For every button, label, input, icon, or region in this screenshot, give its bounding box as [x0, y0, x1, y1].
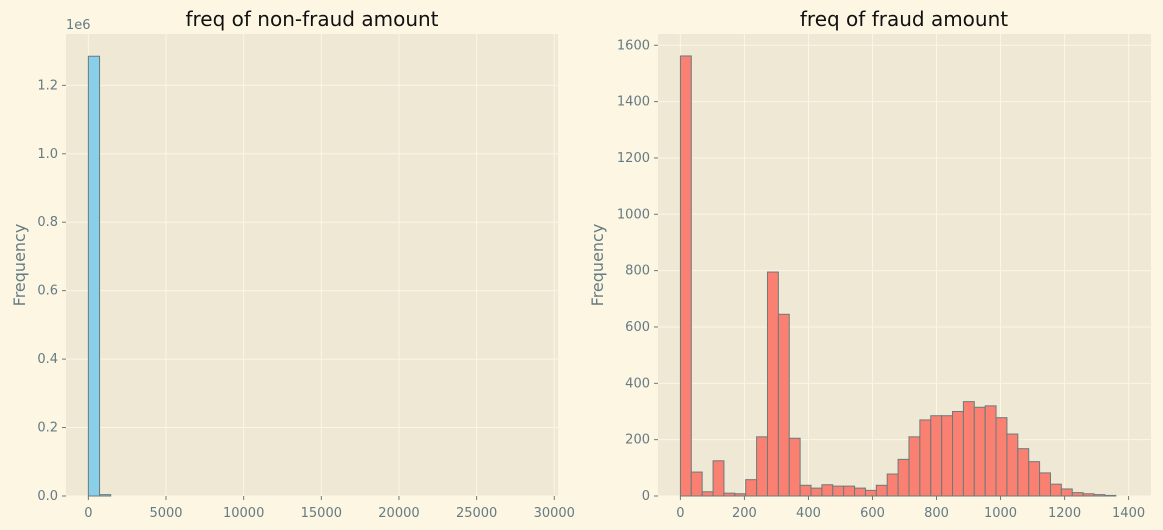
x-tick-label: 5000 — [149, 506, 182, 521]
histogram-bar — [679, 55, 692, 497]
histogram-bar — [854, 487, 866, 497]
histogram-bar — [1093, 494, 1106, 497]
y-axis-label: Frequency — [10, 224, 29, 307]
y-tick-label: 1.0 — [37, 147, 58, 162]
x-ticks: 0 5000 10000 15000 20000 25000 30000 — [84, 496, 575, 521]
histogram-bar — [690, 471, 703, 497]
x-tick-label: 600 — [860, 506, 885, 521]
histogram-bar — [875, 484, 888, 497]
y-ticks: 0 200 400 600 800 1000 1200 1400 1600 — [617, 38, 658, 504]
y-offset-label: 1e6 — [66, 18, 91, 33]
histogram-bar — [1039, 472, 1051, 497]
histogram-bar — [843, 485, 856, 497]
x-tick-label: 400 — [796, 506, 821, 521]
x-tick-label: 30000 — [534, 506, 575, 521]
y-ticks: 0.0 0.2 0.4 0.6 0.8 1.0 1.2 — [37, 78, 66, 504]
histogram-bar — [712, 460, 725, 497]
chart-title: freq of non-fraud amount — [185, 7, 438, 31]
y-tick-label: 600 — [625, 320, 650, 335]
y-tick-label: 0.2 — [37, 421, 58, 436]
y-tick-label: 0.8 — [37, 215, 58, 230]
y-tick-label: 1400 — [617, 95, 650, 110]
x-tick-label: 10000 — [223, 506, 264, 521]
histogram-bar — [962, 401, 975, 497]
grid — [658, 34, 1151, 497]
grid — [66, 34, 558, 497]
y-tick-label: 800 — [625, 264, 650, 279]
y-tick-label: 1600 — [617, 38, 650, 53]
y-tick-label: 1.2 — [37, 78, 58, 93]
y-tick-label: 200 — [625, 433, 650, 448]
histogram-bar — [930, 415, 943, 497]
x-tick-label: 25000 — [456, 506, 497, 521]
histogram-bar — [1049, 483, 1062, 497]
histogram-bar — [897, 458, 910, 497]
y-tick-label: 400 — [625, 376, 650, 391]
histogram-bar — [1017, 448, 1030, 497]
plot-area — [66, 34, 558, 496]
y-tick-label: 1200 — [617, 151, 650, 166]
x-tick-label: 20000 — [378, 506, 419, 521]
histogram-bar — [723, 492, 736, 497]
histogram-bar — [952, 410, 964, 497]
histogram-bar — [1104, 494, 1117, 497]
histogram-bar — [1060, 488, 1073, 497]
histogram-bar — [886, 473, 899, 497]
histogram-bar — [1071, 492, 1084, 497]
histogram-bar — [941, 415, 954, 497]
x-ticks: 0 200 400 600 800 1000 1200 1400 — [676, 496, 1145, 521]
chart-title: freq of fraud amount — [800, 7, 1008, 31]
y-tick-label: 0.4 — [37, 352, 58, 367]
x-tick-label: 800 — [924, 506, 949, 521]
x-tick-label: 1400 — [1112, 506, 1145, 521]
x-tick-label: 0 — [676, 506, 684, 521]
histogram-bar — [701, 491, 714, 497]
y-tick-label: 1000 — [617, 207, 650, 222]
histogram-bar — [810, 487, 823, 497]
histogram-bar — [788, 437, 801, 497]
histogram-bar — [1006, 433, 1019, 497]
histogram-bar — [734, 493, 747, 497]
histogram-bar — [745, 479, 758, 497]
x-tick-label: 200 — [732, 506, 757, 521]
histogram-bar — [919, 419, 932, 497]
x-tick-label: 1000 — [984, 506, 1017, 521]
bars — [679, 55, 1117, 497]
histogram-bar — [99, 494, 112, 497]
histogram-bar — [984, 405, 997, 497]
histogram-bar — [1028, 461, 1041, 497]
nonfraud-histogram: 0 5000 10000 15000 20000 25000 30000 0.0 0.2 0.4… — [10, 7, 575, 521]
histogram-bar — [756, 436, 768, 497]
histogram-bar — [908, 436, 921, 497]
x-tick-label: 15000 — [301, 506, 342, 521]
histogram-bar — [832, 485, 845, 497]
histogram-bar — [799, 484, 812, 497]
histogram-bar — [864, 489, 877, 497]
histogram-bar — [777, 313, 790, 497]
y-axis-label: Frequency — [588, 224, 607, 307]
histogram-bar — [821, 484, 834, 497]
y-tick-label: 0 — [642, 489, 650, 504]
fraud-histogram: 0 200 400 600 800 1000 1200 1400 0 200 400 600 800 1… — [588, 7, 1151, 521]
y-tick-label: 0.0 — [37, 489, 58, 504]
histogram-bar — [766, 271, 779, 497]
histogram-bar — [1082, 493, 1095, 497]
bars — [87, 55, 112, 497]
histogram-bar — [87, 55, 101, 497]
histogram-bar — [995, 417, 1008, 497]
histogram-bar — [973, 406, 986, 497]
x-tick-label: 0 — [84, 506, 92, 521]
y-tick-label: 0.6 — [37, 284, 58, 299]
x-tick-label: 1200 — [1048, 506, 1081, 521]
plot-area — [658, 34, 1151, 496]
